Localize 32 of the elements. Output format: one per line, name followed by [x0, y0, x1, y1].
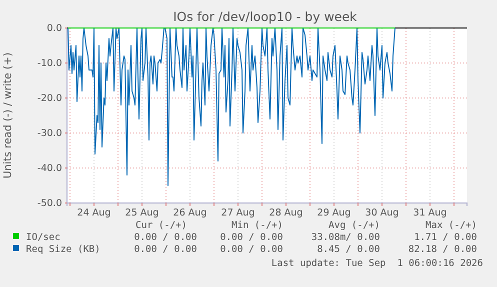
text: Cur (-/+): [136, 220, 187, 231]
text: 0.00 / 0.00: [134, 244, 198, 255]
y-tick-label: -20.0: [37, 93, 62, 104]
text: Avg (-/+): [328, 220, 380, 231]
text: 0.00 / 0.00: [134, 232, 198, 243]
legend-label: IO/sec: [26, 232, 60, 243]
text: 82.18 / 0.00: [408, 244, 478, 255]
legend-label: Req Size (KB): [26, 244, 100, 255]
y-tick-label: -10.0: [37, 58, 62, 70]
y-axis-title: Units read (-) / write (+): [2, 52, 14, 179]
x-tick-label: 30 Aug: [365, 208, 399, 219]
y-tick-label: -50.0: [37, 198, 62, 210]
y-tick-label: -30.0: [37, 128, 62, 140]
x-tick-label: 29 Aug: [317, 208, 351, 219]
text: Last update: Tue Sep 1 06:00:16 2026: [271, 258, 484, 269]
x-tick-label: 25 Aug: [125, 208, 159, 219]
x-tick-label: 28 Aug: [269, 208, 303, 219]
x-tick-label: 27 Aug: [221, 208, 255, 219]
chart-title: IOs for /dev/loop10 - by week: [173, 9, 358, 24]
x-tick-label: 24 Aug: [77, 208, 111, 219]
text: Max (-/+): [426, 220, 477, 231]
text: 33.08m/ 0.00: [311, 232, 380, 243]
y-tick-label: 0.0: [46, 23, 62, 34]
text: 8.45 / 0.00: [317, 244, 380, 255]
text: Min (-/+): [232, 220, 283, 231]
y-tick-label: -40.0: [37, 163, 62, 174]
text: 0.00 / 0.00: [220, 232, 284, 243]
text: 0.00 / 0.00: [220, 244, 284, 255]
text: 1.71 / 0.00: [414, 232, 478, 243]
x-tick-label: 31 Aug: [413, 208, 447, 219]
x-tick-label: 26 Aug: [173, 208, 207, 219]
line-series: [68, 28, 396, 186]
